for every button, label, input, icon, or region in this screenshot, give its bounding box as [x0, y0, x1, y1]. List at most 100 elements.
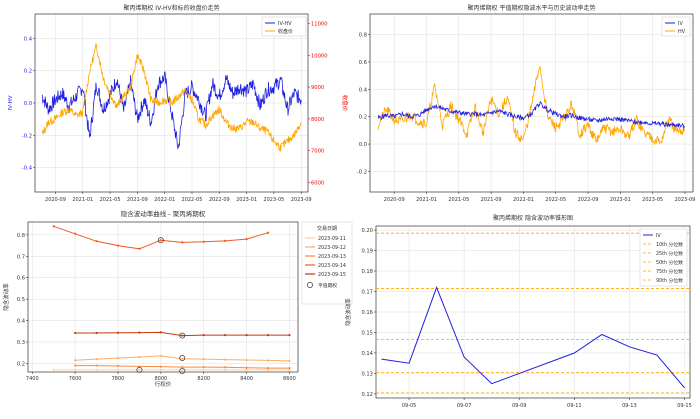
data-point	[181, 368, 184, 371]
data-point	[159, 331, 162, 334]
x-tick-label: 09-15	[677, 403, 692, 409]
y-tick-label: 0.4	[359, 87, 368, 93]
data-point	[288, 367, 291, 370]
y-tick-label: 0.13	[361, 371, 373, 377]
x-tick-label: 2022-05	[545, 197, 566, 203]
data-point	[74, 232, 77, 235]
legend-label: 2023-09-13	[318, 254, 346, 260]
y-tick-label: 0.2	[359, 115, 367, 121]
y-tick-label: 0.18	[361, 269, 373, 275]
data-point	[116, 364, 120, 368]
legend-label: IV	[656, 233, 661, 239]
x-tick-label: 2022-09	[578, 197, 599, 203]
y-tick-label: 0.0	[24, 101, 32, 107]
x-tick-label: 7800	[112, 376, 125, 382]
legend-box	[639, 228, 688, 287]
chart-title: 聚丙烯期权 平值期权隐波水平与历史波动率走势	[468, 4, 596, 12]
data-point	[159, 239, 162, 242]
legend-box	[301, 221, 353, 305]
series-line-iv	[377, 101, 686, 130]
y-tick-label: 0.3	[17, 340, 25, 346]
data-point	[138, 331, 141, 334]
atm-marker	[136, 366, 143, 373]
legend-label: 75th 分位数	[656, 268, 683, 275]
data-point	[266, 359, 270, 362]
y-tick-label: 0.16	[361, 310, 373, 316]
data-point	[74, 368, 77, 371]
x-tick-label: 2022-01	[513, 197, 534, 203]
legend-label: 25th 分位数	[656, 250, 683, 257]
data-point	[202, 358, 205, 361]
data-point	[74, 359, 77, 362]
data-point	[95, 240, 98, 243]
x-tick-label: 8200	[197, 376, 210, 382]
data-point	[116, 331, 120, 334]
data-point	[159, 365, 162, 368]
data-point	[95, 358, 98, 361]
x-tick-label: 09-13	[622, 403, 637, 409]
y-tick-label: -0.2	[357, 169, 367, 175]
data-point	[116, 244, 120, 247]
y2-tick-label: 7000	[311, 149, 324, 155]
legend-label: HV	[678, 29, 686, 35]
data-point	[116, 356, 120, 360]
y-tick-label: 0.19	[361, 249, 373, 255]
y-tick-label: 0.17	[361, 290, 373, 296]
data-point	[159, 368, 162, 371]
series-line-close-price	[41, 42, 302, 152]
data-point	[74, 331, 77, 335]
y-tick-label: 0.0	[359, 142, 367, 148]
y-tick-label: 0.20	[361, 228, 373, 234]
chart-title: 聚丙烯期权 IV-HV和标的收盘价走势	[123, 4, 219, 12]
plot-frame	[369, 13, 694, 193]
plot-frame	[27, 221, 299, 373]
x-tick-label: 2021-01	[72, 197, 93, 203]
data-point	[266, 231, 270, 234]
data-point	[181, 241, 184, 244]
y-tick-label: 0.5	[17, 297, 25, 303]
legend-label: 平值期权	[318, 282, 337, 289]
atm-marker	[179, 367, 186, 374]
legend-label: IV-HV	[278, 21, 292, 27]
x-tick-label: 2023-05	[263, 197, 284, 203]
x-tick-label: 2021-05	[100, 197, 121, 203]
data-point	[138, 355, 141, 359]
data-point	[288, 359, 291, 362]
x-tick-label: 2023-09	[291, 197, 312, 203]
y-tick-label: 0.8	[17, 233, 25, 239]
x-tick-label: 09-05	[402, 403, 417, 409]
y2-tick-label: 6000	[311, 180, 324, 186]
y2-axis-label: 收盘价	[341, 95, 349, 112]
series-line-iv-hv	[41, 71, 302, 150]
data-point	[95, 364, 98, 367]
legend-label: 2023-09-14	[318, 263, 346, 269]
y-tick-label: 0.4	[17, 319, 26, 325]
x-tick-label: 8600	[283, 376, 296, 382]
chart-title: 聚丙烯期权 隐含波动率锥形图	[493, 214, 573, 222]
y-tick-label: 0.2	[24, 69, 32, 75]
y-tick-label: 0.8	[359, 33, 367, 39]
atm-marker	[179, 332, 186, 339]
y-tick-label: 0.6	[17, 276, 25, 282]
x-tick-label: 2021-01	[416, 197, 437, 203]
data-point	[245, 334, 248, 337]
chart-iv-cone: 聚丙烯期权 隐含波动率锥形图 0.12 0.13 0.14 0.15 0.16 0.17 0.…	[344, 214, 692, 409]
legend-label: 收盘价	[278, 28, 293, 35]
y2-tick-label: 10000	[311, 53, 328, 59]
y-tick-label: 0.6	[359, 60, 367, 66]
x-tick-label: 09-11	[567, 403, 582, 409]
x-tick-label: 2022-05	[182, 197, 203, 203]
data-point	[202, 240, 205, 243]
data-point	[288, 368, 291, 371]
legend-label: 50th 分位数	[656, 259, 683, 266]
data-point	[224, 239, 227, 242]
x-tick-label: 2020-09	[384, 197, 405, 203]
chart-title: 隐含波动率曲线 - 聚丙烯期权	[121, 209, 206, 218]
data-point	[224, 334, 227, 337]
data-point	[224, 358, 227, 361]
y-tick-label: 0.4	[24, 36, 33, 42]
x-tick-label: 2020-09	[45, 197, 66, 203]
x-tick-label: 09-09	[512, 403, 527, 409]
legend-swatch	[307, 282, 313, 288]
